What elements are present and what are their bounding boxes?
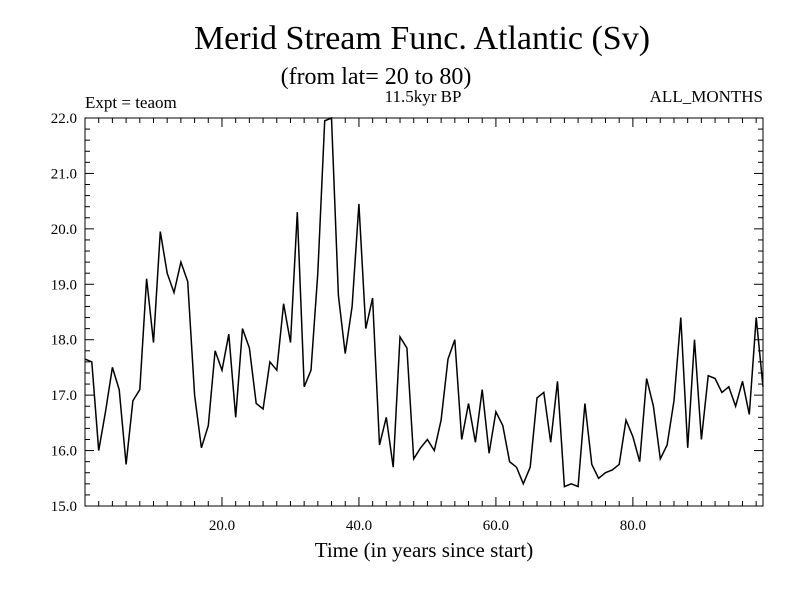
y-tick-label: 19.0 [51, 277, 77, 293]
x-tick-label: 40.0 [346, 518, 372, 534]
y-tick-label: 16.0 [51, 444, 77, 460]
y-tick-label: 20.0 [51, 222, 77, 238]
y-tick-label: 18.0 [51, 333, 77, 349]
plot-frame [85, 118, 763, 506]
chart-title: Merid Stream Func. Atlantic (Sv) [194, 20, 650, 57]
x-tick-label: 60.0 [483, 518, 509, 534]
experiment-label: Expt = teaom [85, 93, 177, 112]
months-label: ALL_MONTHS [650, 87, 763, 106]
x-tick-label: 20.0 [209, 518, 235, 534]
y-tick-label: 15.0 [51, 499, 77, 515]
x-axis-label: Time (in years since start) [315, 538, 534, 562]
y-axis-tick-labels: 15.0 16.0 17.0 18.0 19.0 20.0 21.0 22.0 [51, 111, 77, 515]
y-tick-label: 21.0 [51, 166, 77, 182]
x-axis-tick-labels: 20.0 40.0 60.0 80.0 [209, 518, 646, 534]
axis-ticks [85, 118, 763, 506]
period-label: 11.5kyr BP [385, 87, 462, 106]
x-tick-label: 80.0 [620, 518, 646, 534]
chart: Merid Stream Func. Atlantic (Sv) (from l… [0, 0, 800, 600]
data-series-line [85, 118, 763, 487]
y-tick-label: 22.0 [51, 111, 77, 127]
y-tick-label: 17.0 [51, 388, 77, 404]
